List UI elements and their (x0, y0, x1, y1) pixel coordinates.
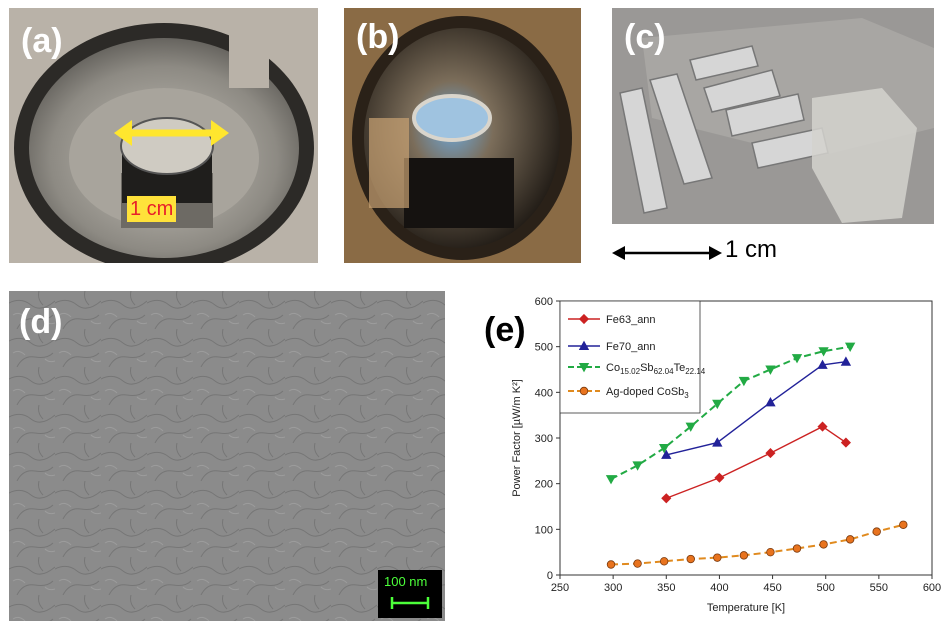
legend-text-part: Co (606, 362, 620, 374)
data-point (712, 437, 723, 447)
data-point (817, 421, 828, 432)
data-point (872, 527, 881, 536)
x-axis-label: Temperature [K] (707, 602, 785, 614)
scale-label-a: 1 cm (127, 196, 177, 222)
data-point (818, 347, 829, 357)
data-point (632, 461, 643, 471)
panel-c-label: (c) (624, 18, 666, 56)
legend-subscript: 3 (684, 391, 689, 400)
series-co (605, 342, 856, 485)
data-point (659, 557, 669, 566)
x-tick-label: 400 (710, 582, 728, 594)
y-tick-label: 100 (535, 524, 553, 536)
data-point (661, 493, 672, 504)
x-tick-label: 600 (923, 582, 941, 594)
data-point (765, 448, 776, 459)
data-point (840, 356, 852, 366)
data-point (713, 553, 722, 562)
y-tick-label: 300 (535, 433, 553, 445)
y-tick-label: 0 (547, 570, 553, 582)
panel-a-label: (a) (21, 22, 63, 60)
double-arrow-icon (114, 120, 229, 146)
legend-text-part: Te (674, 362, 686, 374)
data-point (899, 520, 908, 529)
scale-label-c: 1 cm (725, 236, 778, 263)
y-tick-label: 500 (535, 342, 553, 354)
y-axis-label: Power Factor [µW/m K²] (511, 379, 523, 497)
legend-entry: Fe70_ann (606, 341, 656, 353)
data-point (606, 560, 616, 569)
y-tick-label: 600 (535, 296, 553, 308)
data-point (579, 386, 589, 396)
chart-power-factor: 250 300 350 400 450 500 550 600 0 100 200 300 400 500… (452, 291, 941, 621)
sem-micrograph: (d) (9, 291, 445, 621)
data-point (578, 363, 590, 373)
panel-b-label: (b) (356, 18, 400, 56)
photo-sample-holder: (a) (9, 8, 318, 263)
scale-bar-d-line (390, 597, 430, 609)
series-fe70 (661, 356, 852, 459)
data-point (765, 365, 776, 375)
data-point (739, 551, 749, 560)
data-point (658, 444, 670, 454)
data-point (840, 437, 851, 448)
series-line (610, 523, 904, 566)
x-tick-label: 250 (551, 582, 569, 594)
data-point (844, 342, 856, 352)
data-point (633, 559, 642, 568)
series-ag (606, 520, 908, 569)
legend-entry: Ag-doped CoSb3 (606, 386, 689, 400)
scale-bar-c: 1 cm (612, 236, 812, 266)
photo-deposition-chamber: (b) (344, 8, 581, 263)
photo-sample-pieces: (c) (612, 8, 934, 224)
panel-e-label: (e) (484, 311, 526, 349)
legend-text-part: Ag-doped CoSb (606, 386, 684, 398)
data-point (685, 422, 696, 432)
series-line (610, 345, 851, 480)
data-point (792, 544, 802, 553)
data-point (766, 547, 775, 557)
scale-label-d: 100 nm (384, 574, 428, 589)
series-fe63 (661, 421, 851, 504)
y-tick-label: 200 (535, 479, 553, 491)
legend-subscript: 62.04 (654, 367, 675, 376)
data-point (712, 399, 723, 410)
x-tick-label: 500 (817, 582, 835, 594)
chart-svg: 250 300 350 400 450 500 550 600 0 100 200 300 400 500… (511, 296, 941, 614)
data-point (817, 359, 828, 369)
x-tick-label: 350 (657, 582, 675, 594)
data-point (819, 540, 828, 549)
panel-d-label: (d) (19, 303, 63, 341)
samples-illustration (612, 8, 934, 224)
sample-holder-illustration (9, 8, 318, 263)
x-tick-label: 550 (870, 582, 888, 594)
legend-subscript: 22.14 (685, 367, 706, 376)
sem-texture (9, 291, 445, 621)
data-point (686, 554, 695, 564)
x-tick-label: 300 (604, 582, 622, 594)
y-tick-label: 400 (535, 387, 553, 399)
double-arrow-c-icon (612, 246, 722, 260)
data-point (845, 535, 855, 544)
legend-text-part: Sb (640, 362, 653, 374)
data-point (661, 449, 672, 459)
data-point (791, 354, 803, 364)
scale-bar-d: 100 nm (378, 570, 442, 618)
data-point (714, 472, 725, 483)
data-point (605, 475, 617, 485)
data-point (765, 397, 776, 407)
legend-subscript: 15.02 (620, 367, 641, 376)
data-point (738, 376, 750, 387)
data-point (578, 313, 590, 325)
data-point (578, 340, 590, 350)
legend-entry: Co15.02Sb62.04Te22.14 (606, 362, 706, 376)
legend-entry: Fe63_ann (606, 314, 656, 326)
x-tick-label: 450 (763, 582, 781, 594)
chamber-illustration (344, 8, 581, 263)
series-line (666, 425, 847, 499)
